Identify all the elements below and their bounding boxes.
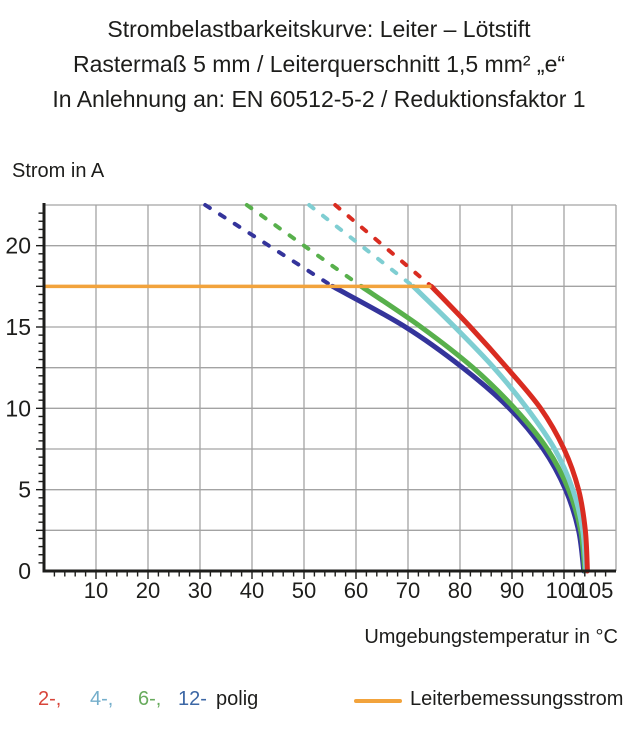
legend-poles-suffix: polig xyxy=(216,688,259,710)
curve-2-polig xyxy=(428,283,590,574)
chart-title-line-1: Strombelastbarkeitskurve: Leiter – Lötst… xyxy=(107,16,531,42)
legend-row: 2-, 4-, 6-, 12- polig Leiterbemessungsst… xyxy=(0,688,638,718)
x-tick-label: 50 xyxy=(292,578,316,603)
x-axis-label: Umgebungstemperatur in °C xyxy=(364,626,618,648)
legend-item-12-polig: 12- xyxy=(178,688,207,710)
y-tick-label: 5 xyxy=(18,477,31,503)
y-axis-label: Strom in A xyxy=(12,160,105,182)
x-tick-label: 30 xyxy=(188,578,212,603)
y-tick-labels: 0 5 10 15 20 xyxy=(5,233,31,584)
tick-marks xyxy=(36,212,607,579)
y-tick-label: 15 xyxy=(5,314,31,340)
x-tick-label: 10 xyxy=(84,578,108,603)
y-tick-label: 0 xyxy=(18,558,31,584)
x-tick-label: 40 xyxy=(240,578,264,603)
curve-4-polig-dashed xyxy=(307,203,416,289)
chart-title-line-3: In Anlehnung an: EN 60512-5-2 / Reduktio… xyxy=(52,86,586,112)
legend-item-4-polig: 4-, xyxy=(90,688,114,710)
chart-title-line-2: Rastermaß 5 mm / Leiterquerschnitt 1,5 m… xyxy=(72,51,566,77)
curve-6-polig-dashed xyxy=(244,203,364,289)
legend-item-6-polig: 6-, xyxy=(138,688,162,710)
x-tick-label: 20 xyxy=(136,578,160,603)
x-tick-label: 105 xyxy=(577,578,614,603)
y-tick-label: 20 xyxy=(5,233,31,259)
curve-4-polig xyxy=(410,283,589,574)
x-tick-label: 70 xyxy=(396,578,420,603)
legend-item-2-polig: 2-, xyxy=(38,688,62,710)
chart-title: Strombelastbarkeitskurve: Leiter – Lötst… xyxy=(0,12,638,117)
curve-2-polig-dashed xyxy=(333,203,434,289)
x-tick-label: 100 xyxy=(546,578,583,603)
series-curves xyxy=(203,203,590,574)
rated-current-swatch-line xyxy=(354,699,402,703)
x-tick-label: 90 xyxy=(500,578,524,603)
y-tick-label: 10 xyxy=(5,395,31,421)
axes xyxy=(42,203,616,573)
grid-lines xyxy=(44,204,617,571)
x-tick-label: 60 xyxy=(344,578,368,603)
x-tick-label: 80 xyxy=(448,578,472,603)
rated-current-legend-label: Leiterbemessungsstrom xyxy=(410,688,624,710)
curve-12-polig-dashed xyxy=(203,203,335,289)
